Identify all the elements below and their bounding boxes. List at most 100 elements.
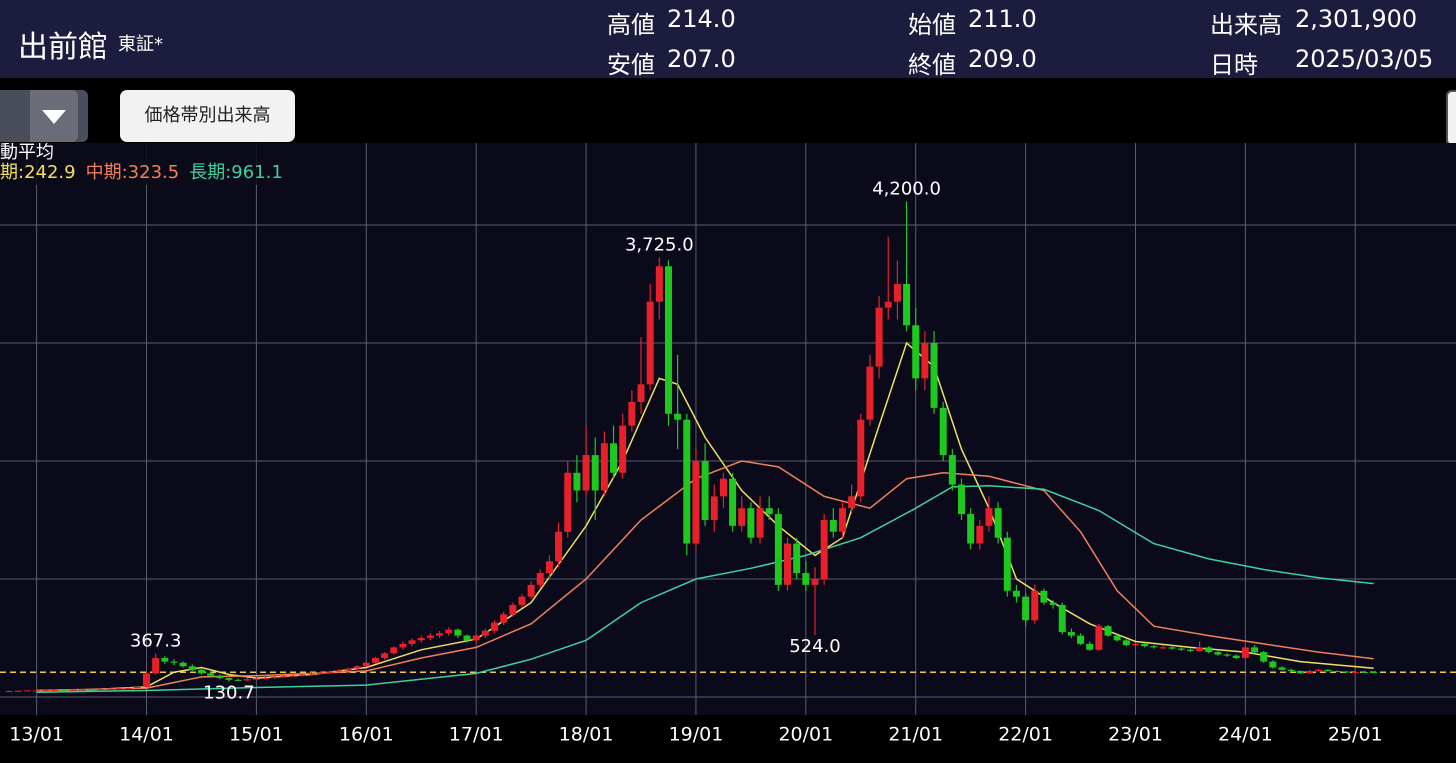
candle-body	[784, 543, 792, 585]
candle-body	[33, 690, 41, 692]
stat-value: 207.0	[667, 45, 736, 73]
candle-body	[1223, 654, 1231, 656]
candle-body	[408, 640, 416, 644]
candle-body	[1150, 646, 1158, 648]
dropdown-arrow	[42, 110, 66, 124]
dropdown-button[interactable]	[30, 90, 78, 142]
candle-body	[564, 472, 572, 532]
x-tick-label: 22/01	[998, 724, 1053, 746]
candle-body	[445, 629, 453, 634]
candle-body	[1104, 626, 1112, 636]
x-tick-label: 18/01	[559, 724, 614, 746]
candle-body	[1196, 647, 1204, 651]
candle-body	[994, 508, 1002, 538]
candle-body	[555, 531, 563, 562]
candle-body	[719, 478, 727, 497]
candle-body	[481, 630, 489, 636]
candle-body	[326, 671, 334, 673]
candle-body	[1159, 647, 1167, 649]
x-tick-label: 13/01	[9, 724, 64, 746]
stat-label: 始値	[908, 11, 956, 39]
candle-body	[216, 675, 224, 679]
candle-body	[710, 496, 718, 520]
candle-body	[628, 401, 636, 426]
title: 出前館	[18, 30, 108, 65]
candle-body	[756, 508, 764, 538]
stat-label: 安値	[607, 51, 655, 79]
candle-body	[143, 673, 151, 687]
candle-body	[674, 413, 682, 420]
candle-body	[1315, 669, 1323, 671]
candle-body	[1205, 647, 1213, 653]
candle-body	[683, 419, 691, 544]
x-tick-label: 20/01	[778, 724, 833, 746]
candle-body	[1360, 671, 1368, 673]
x-tick-label: 24/01	[1218, 724, 1273, 746]
candle-body	[518, 596, 526, 605]
candle-body	[88, 689, 96, 691]
candle-body	[765, 508, 773, 515]
x-axis-background	[0, 715, 1456, 763]
edge-button[interactable]	[1446, 90, 1456, 146]
candle-body	[280, 676, 288, 678]
candle-body	[820, 519, 828, 579]
candle-body	[536, 573, 544, 585]
stat-label: 終値	[908, 51, 956, 79]
candle-body	[1333, 670, 1341, 672]
candle-body	[417, 637, 425, 641]
candle-body	[97, 689, 105, 691]
candle-body	[472, 635, 480, 641]
candle-body	[967, 514, 975, 544]
candle-body	[1241, 647, 1249, 659]
candle-body	[600, 443, 608, 491]
candle-body	[1324, 669, 1332, 671]
candle-body	[958, 484, 966, 515]
volume-profile-button[interactable]: 価格帯別出来高	[120, 90, 295, 142]
candle-body	[353, 666, 361, 669]
candle-body	[1113, 635, 1121, 641]
candle-body	[252, 678, 260, 680]
stat-label: 出来高	[1210, 11, 1282, 39]
x-tick-label: 19/01	[669, 724, 724, 746]
candle-body	[207, 673, 215, 676]
candle-body	[490, 622, 498, 631]
candle-body	[1287, 669, 1295, 671]
dropdown[interactable]	[0, 90, 88, 142]
candle-body	[390, 647, 398, 654]
candle-body	[179, 662, 187, 667]
candle-body	[1122, 640, 1130, 646]
candle-body	[1095, 626, 1103, 650]
legend-entry: 期:242.9	[0, 162, 76, 183]
x-tick-label: 16/01	[339, 724, 394, 746]
candle-body	[51, 689, 59, 691]
candle-body	[573, 472, 581, 491]
chart: 13/01 14/01 15/01 16/01 17/01 18/01 19/01 20/01…	[0, 143, 1456, 763]
candle-body	[1012, 590, 1020, 597]
candle-body	[903, 283, 911, 326]
candle-body	[939, 407, 947, 456]
candle-body	[60, 689, 68, 691]
candle-body	[124, 688, 132, 690]
candle-body	[527, 584, 535, 597]
candle-body	[1351, 671, 1359, 673]
candle-body	[1086, 643, 1094, 650]
stat-label: 高値	[607, 11, 655, 39]
candle-body	[866, 366, 874, 420]
price-annotation: 524.0	[789, 636, 841, 657]
candle-body	[500, 614, 508, 623]
price-annotation: 4,200.0	[872, 178, 941, 199]
candle-body	[664, 266, 672, 414]
stat-value: 2,301,900	[1295, 5, 1418, 33]
candle-body	[78, 689, 86, 691]
stat-value: 211.0	[968, 5, 1037, 33]
candle-body	[243, 679, 251, 681]
moving-average-line	[36, 460, 1374, 692]
price-annotation: 3,725.0	[625, 234, 694, 255]
exchange: 東証*	[118, 34, 163, 55]
candle-body	[646, 301, 654, 385]
candle-body	[701, 460, 709, 520]
candle-body	[161, 658, 169, 662]
candle-body	[1370, 672, 1378, 674]
candle-body	[1342, 671, 1350, 673]
legend-background	[0, 143, 305, 185]
